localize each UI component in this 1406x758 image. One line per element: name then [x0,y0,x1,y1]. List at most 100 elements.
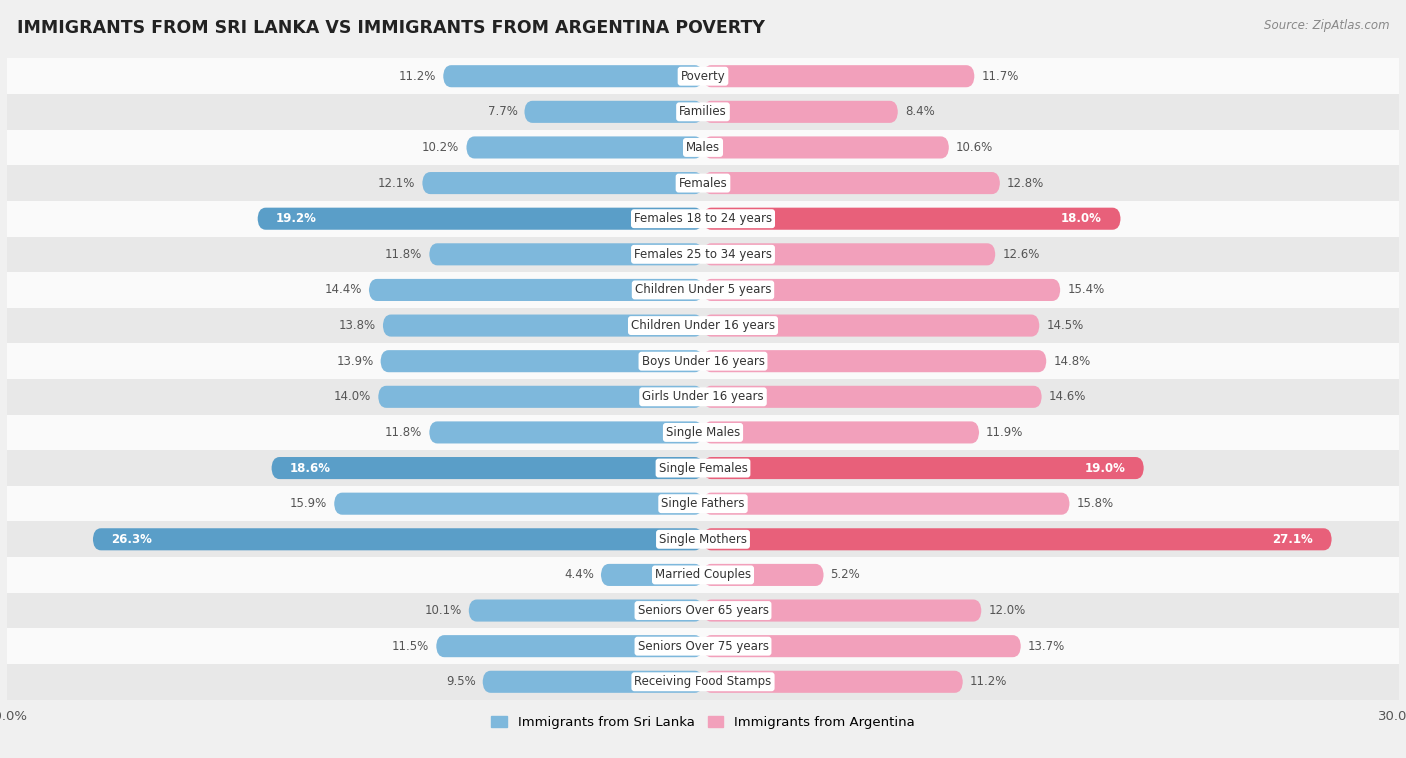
Text: 10.2%: 10.2% [422,141,460,154]
Text: 14.8%: 14.8% [1053,355,1091,368]
Text: 13.9%: 13.9% [336,355,374,368]
Text: 18.6%: 18.6% [290,462,330,475]
Text: 15.4%: 15.4% [1067,283,1105,296]
Text: 15.9%: 15.9% [290,497,328,510]
Bar [7,165,1399,201]
Text: Seniors Over 75 years: Seniors Over 75 years [637,640,769,653]
Bar [7,272,1399,308]
FancyBboxPatch shape [467,136,703,158]
Text: 18.0%: 18.0% [1062,212,1102,225]
Text: 14.0%: 14.0% [335,390,371,403]
FancyBboxPatch shape [703,457,1144,479]
FancyBboxPatch shape [378,386,703,408]
FancyBboxPatch shape [703,493,1070,515]
FancyBboxPatch shape [703,243,995,265]
Text: 11.9%: 11.9% [986,426,1024,439]
Text: Single Mothers: Single Mothers [659,533,747,546]
FancyBboxPatch shape [271,457,703,479]
Text: 4.4%: 4.4% [564,568,593,581]
Text: 11.2%: 11.2% [970,675,1007,688]
FancyBboxPatch shape [382,315,703,337]
FancyBboxPatch shape [429,421,703,443]
Text: Females: Females [679,177,727,190]
Bar [7,664,1399,700]
Text: IMMIGRANTS FROM SRI LANKA VS IMMIGRANTS FROM ARGENTINA POVERTY: IMMIGRANTS FROM SRI LANKA VS IMMIGRANTS … [17,19,765,37]
Text: Children Under 5 years: Children Under 5 years [634,283,772,296]
Bar [7,308,1399,343]
Bar [7,415,1399,450]
Text: Females 18 to 24 years: Females 18 to 24 years [634,212,772,225]
Text: Poverty: Poverty [681,70,725,83]
Text: 10.1%: 10.1% [425,604,461,617]
Bar [7,236,1399,272]
Text: 11.8%: 11.8% [385,426,422,439]
FancyBboxPatch shape [482,671,703,693]
Text: 10.6%: 10.6% [956,141,993,154]
Text: 9.5%: 9.5% [446,675,475,688]
Bar [7,343,1399,379]
Bar [7,379,1399,415]
Text: 12.6%: 12.6% [1002,248,1039,261]
FancyBboxPatch shape [703,386,1042,408]
Bar [7,450,1399,486]
FancyBboxPatch shape [703,600,981,622]
FancyBboxPatch shape [703,208,1121,230]
Text: 11.7%: 11.7% [981,70,1019,83]
Bar [7,557,1399,593]
FancyBboxPatch shape [257,208,703,230]
Bar [7,593,1399,628]
Text: 12.1%: 12.1% [378,177,415,190]
Text: Source: ZipAtlas.com: Source: ZipAtlas.com [1264,19,1389,32]
Text: 13.8%: 13.8% [339,319,375,332]
Text: 11.5%: 11.5% [392,640,429,653]
Bar [7,522,1399,557]
Text: Married Couples: Married Couples [655,568,751,581]
Bar [7,94,1399,130]
FancyBboxPatch shape [422,172,703,194]
Text: 19.2%: 19.2% [276,212,316,225]
Text: 12.8%: 12.8% [1007,177,1045,190]
Text: 14.6%: 14.6% [1049,390,1085,403]
Text: 26.3%: 26.3% [111,533,152,546]
Text: Girls Under 16 years: Girls Under 16 years [643,390,763,403]
Text: Males: Males [686,141,720,154]
FancyBboxPatch shape [703,350,1046,372]
FancyBboxPatch shape [703,136,949,158]
Bar [7,201,1399,236]
Text: Children Under 16 years: Children Under 16 years [631,319,775,332]
Text: 14.5%: 14.5% [1046,319,1084,332]
Text: 27.1%: 27.1% [1272,533,1313,546]
FancyBboxPatch shape [703,635,1021,657]
Legend: Immigrants from Sri Lanka, Immigrants from Argentina: Immigrants from Sri Lanka, Immigrants fr… [486,710,920,735]
Text: 19.0%: 19.0% [1084,462,1125,475]
FancyBboxPatch shape [368,279,703,301]
FancyBboxPatch shape [468,600,703,622]
Text: Single Males: Single Males [666,426,740,439]
Bar [7,628,1399,664]
FancyBboxPatch shape [436,635,703,657]
FancyBboxPatch shape [93,528,703,550]
Text: 7.7%: 7.7% [488,105,517,118]
FancyBboxPatch shape [443,65,703,87]
Text: 14.4%: 14.4% [325,283,361,296]
FancyBboxPatch shape [703,671,963,693]
FancyBboxPatch shape [703,315,1039,337]
Bar [7,58,1399,94]
Text: Single Females: Single Females [658,462,748,475]
Text: 11.2%: 11.2% [399,70,436,83]
Text: 12.0%: 12.0% [988,604,1025,617]
FancyBboxPatch shape [703,65,974,87]
Text: 11.8%: 11.8% [385,248,422,261]
Text: 5.2%: 5.2% [831,568,860,581]
FancyBboxPatch shape [703,528,1331,550]
FancyBboxPatch shape [703,172,1000,194]
Text: 13.7%: 13.7% [1028,640,1064,653]
FancyBboxPatch shape [429,243,703,265]
Text: Single Fathers: Single Fathers [661,497,745,510]
FancyBboxPatch shape [703,279,1060,301]
FancyBboxPatch shape [703,421,979,443]
FancyBboxPatch shape [600,564,703,586]
FancyBboxPatch shape [703,564,824,586]
Text: Females 25 to 34 years: Females 25 to 34 years [634,248,772,261]
Text: Families: Families [679,105,727,118]
